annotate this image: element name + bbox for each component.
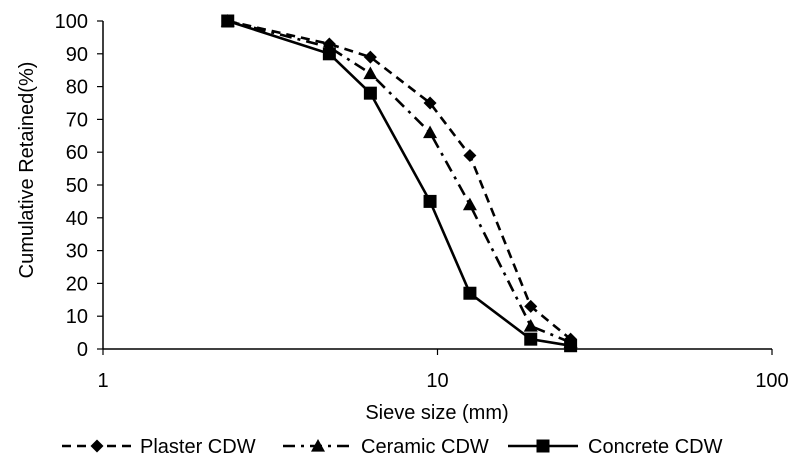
legend-marker bbox=[536, 439, 550, 453]
series-diamond bbox=[221, 14, 578, 346]
x-tick-label: 1 bbox=[97, 370, 108, 392]
data-point bbox=[221, 14, 235, 28]
legend-item: Ceramic CDW bbox=[283, 436, 489, 458]
y-tick-label: 40 bbox=[66, 208, 88, 230]
data-point bbox=[463, 148, 477, 162]
series-line bbox=[227, 19, 572, 344]
series-line bbox=[227, 19, 571, 348]
data-point bbox=[564, 339, 578, 353]
y-tick-label: 100 bbox=[55, 11, 88, 33]
y-tick-label: 90 bbox=[66, 44, 88, 66]
y-axis-title: Cumulative Retained(%) bbox=[16, 62, 38, 279]
legend-label: Plaster CDW bbox=[140, 436, 256, 458]
data-point bbox=[423, 125, 438, 139]
x-tick-label: 10 bbox=[426, 370, 448, 392]
data-point bbox=[363, 66, 378, 80]
y-tick-label: 60 bbox=[66, 142, 88, 164]
data-point bbox=[524, 332, 538, 346]
legend: Plaster CDW Ceramic CDW Concrete CDW bbox=[62, 436, 723, 458]
series-square bbox=[221, 14, 578, 353]
x-tick-labels: 1 10 100 bbox=[97, 349, 789, 392]
data-point bbox=[524, 299, 538, 313]
legend-marker bbox=[311, 439, 325, 452]
series-line bbox=[227, 19, 572, 341]
data-point bbox=[423, 96, 437, 110]
axes bbox=[102, 21, 772, 350]
legend-item: Plaster CDW bbox=[62, 436, 256, 458]
legend-label: Concrete CDW bbox=[588, 436, 723, 458]
data-point bbox=[423, 194, 437, 208]
data-point bbox=[363, 86, 377, 100]
y-tick-label: 50 bbox=[66, 175, 88, 197]
y-tick-label: 0 bbox=[77, 339, 88, 361]
x-axis-title: Sieve size (mm) bbox=[365, 402, 508, 424]
x-tick-label: 100 bbox=[755, 370, 788, 392]
y-tick-labels: 0 10 20 30 40 50 60 70 80 90 100 bbox=[55, 11, 103, 361]
legend-item: Concrete CDW bbox=[508, 436, 723, 458]
y-tick-label: 70 bbox=[66, 109, 88, 131]
data-point bbox=[463, 286, 477, 300]
legend-marker bbox=[90, 439, 104, 453]
data-point bbox=[322, 47, 336, 61]
data-point bbox=[523, 319, 538, 332]
series-layer bbox=[220, 14, 578, 353]
series-triangle bbox=[220, 14, 578, 349]
data-point bbox=[363, 50, 377, 64]
y-tick-label: 30 bbox=[66, 241, 88, 263]
legend-label: Ceramic CDW bbox=[361, 436, 489, 458]
y-tick-label: 10 bbox=[66, 306, 88, 328]
y-tick-label: 80 bbox=[66, 77, 88, 99]
data-point bbox=[462, 197, 477, 211]
y-tick-label: 20 bbox=[66, 273, 88, 295]
